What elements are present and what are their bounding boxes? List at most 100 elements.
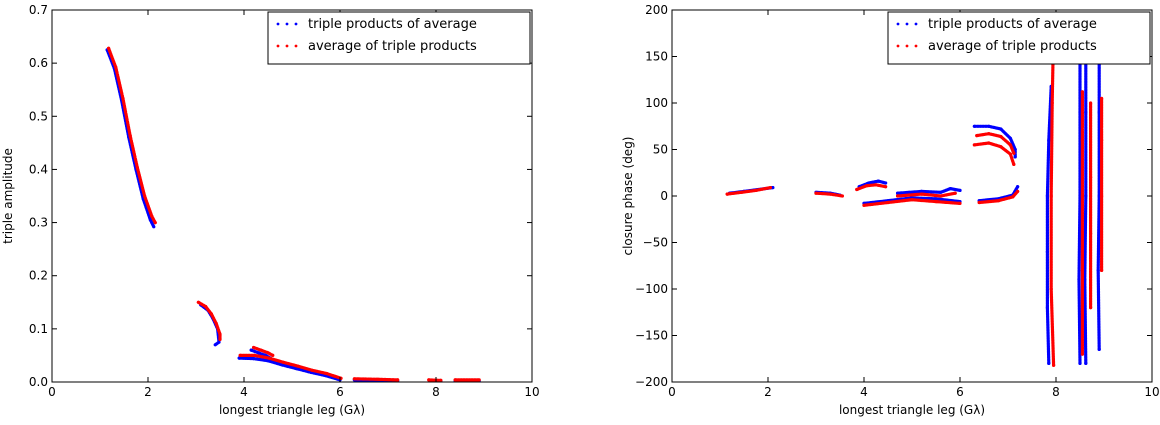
y-tick-label: 0.4 (29, 162, 48, 176)
series-0-segment-7 (1045, 84, 1053, 365)
series-0-point (1013, 147, 1017, 152)
series-0-segment-5 (977, 185, 1020, 203)
series-1-point (1080, 352, 1084, 356)
axes-frame (51, 9, 533, 383)
series-1-point (1050, 101, 1054, 105)
series-1-point (352, 377, 356, 381)
series-0-point (987, 124, 991, 128)
series-1-point (828, 192, 833, 196)
x-tick-label: 2 (764, 385, 772, 399)
series-0-point (972, 124, 977, 128)
series-1-segment-5 (977, 189, 1020, 205)
series-0-point (920, 189, 924, 193)
series-1-point (939, 194, 943, 198)
legend-marker (905, 44, 909, 48)
series-1-point (1008, 143, 1013, 147)
series-1-point (1011, 195, 1015, 199)
legend-marker (905, 22, 909, 26)
series-0-point (148, 218, 152, 222)
series-1-point (1012, 151, 1016, 155)
series-1-point (209, 312, 213, 316)
series-1-point (1016, 189, 1020, 193)
series-1-point (376, 377, 380, 381)
x-tick-label: 4 (240, 385, 248, 399)
legend: triple products of average average of tri… (267, 11, 531, 65)
series-0-point (1008, 136, 1013, 140)
series-1-point (987, 132, 991, 136)
series-0-point (1013, 155, 1017, 159)
series-0-point (1045, 194, 1049, 198)
legend-marker (294, 22, 298, 26)
series-1-point (874, 183, 878, 187)
series-0-point (295, 367, 299, 371)
series-1-point (1089, 231, 1093, 235)
series-1-point (862, 203, 866, 207)
series-0-point (999, 127, 1003, 131)
y-tick-label: 0.7 (29, 3, 48, 17)
y-axis-label: closure phase (deg) (621, 136, 635, 255)
y-tick-label: 0.2 (29, 269, 48, 283)
legend-label: triple products of average (308, 17, 477, 32)
series-1-point (135, 166, 139, 170)
x-tick-label: 0 (668, 385, 676, 399)
series-1-point (439, 378, 443, 382)
y-tick-label: 0.6 (29, 56, 48, 70)
series-1-point (453, 378, 457, 382)
series-1-point (1089, 175, 1093, 179)
series-0-point (1078, 361, 1082, 365)
series-1-point (204, 304, 208, 309)
x-tick-label: 8 (1052, 385, 1060, 399)
series-0-point (266, 359, 270, 363)
series-0-point (1084, 194, 1088, 198)
series-1-point (259, 348, 263, 352)
series-0-point (152, 225, 156, 229)
series-1-point (910, 198, 914, 202)
y-tick-label: 0 (660, 189, 668, 203)
series-1-point (253, 353, 257, 357)
legend-box (887, 11, 1151, 65)
series-1-point (238, 353, 242, 357)
series-1-point (218, 337, 222, 342)
series-0-point (934, 197, 938, 201)
y-tick-label: 0.3 (29, 216, 48, 230)
series-1-point (1049, 194, 1053, 198)
series-1-point (1080, 268, 1084, 272)
series-0-point (867, 181, 871, 185)
series-0 (105, 48, 481, 382)
series-1-point (252, 345, 256, 350)
series-1 (725, 27, 1104, 367)
series-1-point (296, 364, 300, 368)
series-1-point (1089, 306, 1093, 310)
series-0-point (237, 356, 241, 360)
series-0-point (1047, 361, 1051, 365)
series-1 (107, 46, 481, 382)
series-1-point (999, 145, 1003, 149)
x-tick-label: 0 (48, 385, 56, 399)
y-tick-label: 200 (645, 3, 668, 17)
series-1-segment-4 (896, 191, 957, 198)
series-0-point (1077, 278, 1081, 282)
series-0-point (256, 351, 260, 355)
series-1-point (1049, 287, 1053, 291)
series-1-point (975, 134, 979, 138)
series-1-point (934, 200, 938, 204)
series-0-segment-0 (105, 48, 156, 229)
series-1-point (958, 201, 962, 205)
series-1-point (754, 188, 758, 192)
series-0-point (771, 186, 775, 190)
series-0-point (249, 348, 253, 352)
y-tick-label: 150 (645, 50, 668, 64)
x-axis-label: longest triangle leg (Gλ) (219, 403, 365, 417)
plot-area (725, 27, 1104, 367)
series-1-point (840, 194, 845, 198)
series-0-point (876, 179, 881, 183)
y-tick-label: 0.1 (29, 322, 48, 336)
series-1-point (1052, 363, 1056, 367)
y-tick-label: −100 (635, 282, 668, 296)
series-0-point (1016, 185, 1020, 189)
series-0-point (884, 181, 888, 185)
series-1-point (128, 134, 132, 138)
series-1-point (477, 378, 481, 382)
series-1-point (1080, 90, 1084, 94)
legend-label: triple products of average (928, 17, 1097, 32)
